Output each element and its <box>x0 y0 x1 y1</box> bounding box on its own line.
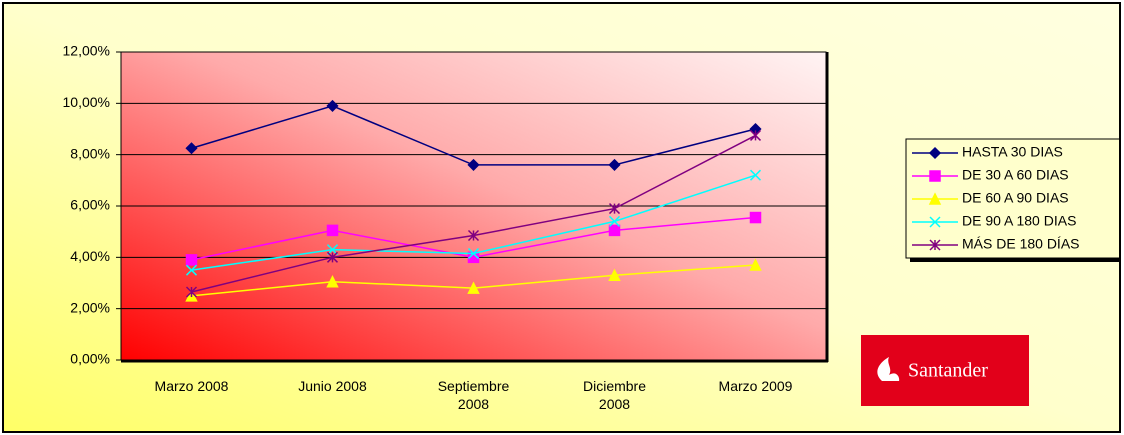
legend: HASTA 30 DIAS DE 30 A 60 DIAS DE 60 A 90 D… <box>905 138 1119 262</box>
marker <box>749 258 762 271</box>
y-tick-label: 6,00% <box>70 197 110 213</box>
legend-label: DE 30 A 60 DIAS <box>962 167 1069 183</box>
marker <box>608 215 621 227</box>
marker <box>185 286 198 298</box>
marker <box>467 251 480 264</box>
legend-marker <box>929 239 941 251</box>
x-tick-label: Junio 2008 <box>298 378 367 394</box>
marker <box>467 247 480 260</box>
marker <box>185 254 198 266</box>
marker <box>608 158 621 171</box>
legend-label: MÁS DE 180 DÍAS <box>962 236 1080 252</box>
marker <box>749 169 762 181</box>
x-tick-label: Diciembre 2008 <box>582 378 646 412</box>
marker <box>467 158 480 171</box>
marker <box>608 268 621 282</box>
x-tick-label: Marzo 2008 <box>154 378 229 394</box>
legend-marker <box>928 192 942 205</box>
legend-marker <box>929 170 941 182</box>
y-tick-label: 8,00% <box>70 145 110 161</box>
marker <box>326 99 339 112</box>
y-tick-label: 10,00% <box>63 94 110 110</box>
marker <box>326 275 339 288</box>
legend-label: DE 60 A 90 DIAS <box>962 190 1069 206</box>
marker <box>185 142 198 155</box>
logo-text: Santander <box>908 360 988 382</box>
legend-marker <box>928 146 942 160</box>
legend-label: HASTA 30 DIAS <box>962 144 1063 160</box>
marker <box>749 129 762 141</box>
legend-marker <box>929 216 941 228</box>
legend-label: DE 90 A 180 DIAS <box>962 213 1076 229</box>
marker <box>749 211 762 224</box>
logo-flame <box>877 357 900 381</box>
y-tick-label: 4,00% <box>70 248 110 264</box>
marker <box>326 251 339 263</box>
y-tick-label: 2,00% <box>70 299 110 315</box>
x-tick-label: Septiembre 2008 <box>437 378 510 412</box>
y-tick-label: 0,00% <box>70 351 110 367</box>
marker <box>326 224 339 237</box>
marker <box>467 229 480 242</box>
marker <box>608 224 621 237</box>
marker <box>608 203 621 215</box>
marker <box>467 281 480 294</box>
logo: Santander <box>861 335 1029 406</box>
marker <box>185 264 198 276</box>
y-tick-label: 12,00% <box>63 43 110 59</box>
x-tick-label: Marzo 2009 <box>718 378 793 394</box>
